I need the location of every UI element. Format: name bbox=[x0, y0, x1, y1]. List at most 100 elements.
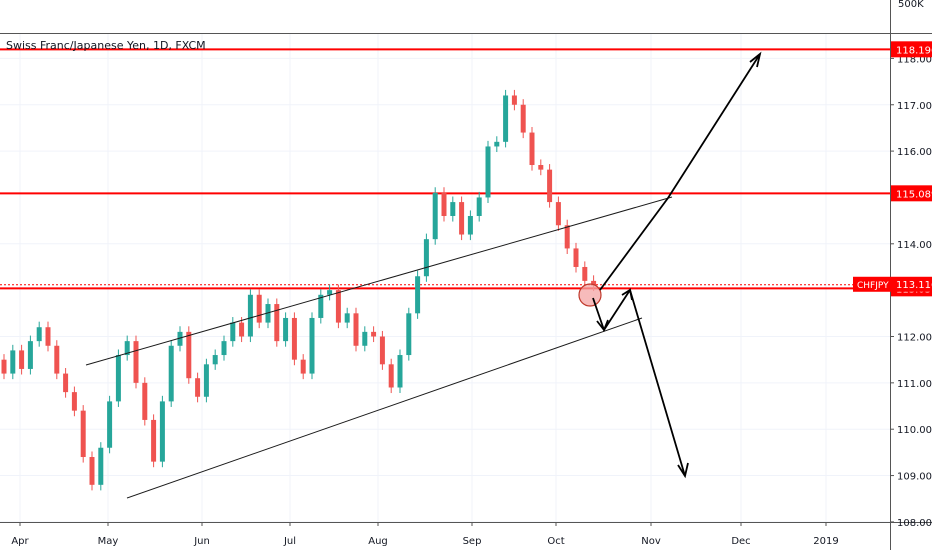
candle bbox=[107, 395, 113, 454]
chart-title: Swiss Franc/Japanese Yen, 1D, FXCM bbox=[6, 39, 206, 52]
y-tick-label: 111.000 bbox=[897, 379, 932, 390]
projection-arrows bbox=[592, 51, 762, 479]
x-tick-label: Jun bbox=[193, 536, 210, 547]
x-tick-label: Sep bbox=[463, 536, 482, 547]
candle bbox=[450, 196, 456, 222]
candle bbox=[256, 289, 262, 329]
candle bbox=[318, 289, 324, 324]
candle bbox=[291, 312, 297, 366]
candle bbox=[80, 405, 86, 463]
candle bbox=[142, 377, 148, 426]
candle bbox=[362, 326, 368, 352]
candle bbox=[335, 284, 341, 329]
candle bbox=[423, 233, 429, 282]
candle bbox=[344, 307, 350, 329]
candles bbox=[1, 89, 597, 491]
y-tick-label: 112.000 bbox=[897, 333, 932, 344]
current-price-value: 113.116 bbox=[896, 280, 932, 291]
candle bbox=[19, 344, 25, 375]
candle bbox=[582, 261, 588, 287]
x-tick-label: Jul bbox=[283, 536, 296, 547]
candle bbox=[432, 187, 438, 245]
candle bbox=[115, 349, 121, 407]
price-badge: 115.089 bbox=[891, 185, 932, 202]
candle bbox=[212, 349, 218, 370]
candle bbox=[379, 330, 385, 370]
price-axis: 500K 118.000 117.000 116.000 114.000 112.000 1… bbox=[890, 0, 932, 529]
candle bbox=[230, 317, 236, 347]
candle bbox=[415, 270, 421, 319]
candle bbox=[89, 451, 95, 491]
current-price-badge: CHFJPY 113.116 bbox=[853, 276, 932, 292]
y-tick-label: 117.000 bbox=[897, 101, 932, 112]
candle bbox=[239, 317, 245, 343]
candle bbox=[538, 159, 544, 176]
candle bbox=[168, 340, 174, 407]
price-badges: 118.196115.089113.039CHFJPY113.116 bbox=[853, 41, 932, 297]
candle bbox=[63, 368, 69, 398]
x-tick-label: May bbox=[98, 536, 119, 547]
x-tick-label: Apr bbox=[11, 536, 29, 547]
candle bbox=[555, 196, 561, 231]
channel-lower-line bbox=[126, 317, 643, 499]
candle bbox=[283, 312, 289, 347]
candle bbox=[98, 442, 104, 491]
time-axis: Apr May Jun Jul Aug Sep Oct Nov Dec 2019 bbox=[11, 522, 839, 547]
candle bbox=[520, 99, 526, 139]
candle bbox=[397, 349, 403, 394]
candle bbox=[124, 335, 130, 361]
x-tick-label: 2019 bbox=[813, 536, 838, 547]
candle bbox=[485, 140, 491, 204]
x-tick-label: Aug bbox=[368, 536, 388, 547]
candle bbox=[309, 312, 315, 380]
drawings bbox=[85, 51, 762, 499]
candle bbox=[564, 219, 570, 254]
candle bbox=[45, 321, 51, 352]
volume-axis-label: 500K bbox=[898, 0, 924, 10]
candle bbox=[54, 340, 60, 380]
x-tick-label: Nov bbox=[641, 536, 661, 547]
highlight-circle bbox=[578, 283, 602, 307]
chart-header: Swiss Franc/Japanese Yen, 1D, FXCM bbox=[6, 39, 206, 52]
svg-text:115.089: 115.089 bbox=[896, 189, 932, 200]
candle bbox=[467, 210, 473, 241]
candle bbox=[547, 164, 553, 208]
svg-text:118.196: 118.196 bbox=[896, 45, 932, 56]
candle bbox=[159, 395, 165, 468]
y-tick-label: 109.000 bbox=[897, 472, 932, 483]
candle bbox=[371, 326, 377, 343]
candle bbox=[195, 372, 201, 403]
channel-upper-line bbox=[85, 196, 673, 366]
candle bbox=[71, 386, 77, 417]
candle bbox=[247, 289, 253, 343]
x-tick-label: Oct bbox=[547, 536, 564, 547]
candle bbox=[388, 358, 394, 394]
candle bbox=[300, 354, 306, 380]
candle bbox=[10, 344, 16, 380]
candle bbox=[27, 335, 33, 375]
candle bbox=[494, 136, 500, 153]
candle bbox=[476, 191, 482, 222]
x-tick-label: Dec bbox=[731, 536, 750, 547]
candle bbox=[511, 89, 517, 111]
candle bbox=[177, 326, 183, 352]
candle bbox=[221, 335, 227, 361]
candle bbox=[529, 126, 535, 171]
candle bbox=[441, 187, 447, 222]
candle bbox=[133, 335, 139, 389]
candle bbox=[573, 242, 579, 273]
candle bbox=[459, 196, 465, 241]
y-tick-label: 114.000 bbox=[897, 240, 932, 251]
candle bbox=[327, 284, 333, 301]
candle bbox=[353, 307, 359, 352]
y-tick-label: 110.000 bbox=[897, 425, 932, 436]
candle bbox=[1, 354, 7, 380]
y-tick-label: 116.000 bbox=[897, 147, 932, 158]
y-tick-label: 118.000 bbox=[897, 54, 932, 65]
price-badge: 118.196 bbox=[891, 41, 932, 58]
symbol-tag: CHFJPY bbox=[857, 281, 889, 291]
candle bbox=[274, 298, 280, 347]
